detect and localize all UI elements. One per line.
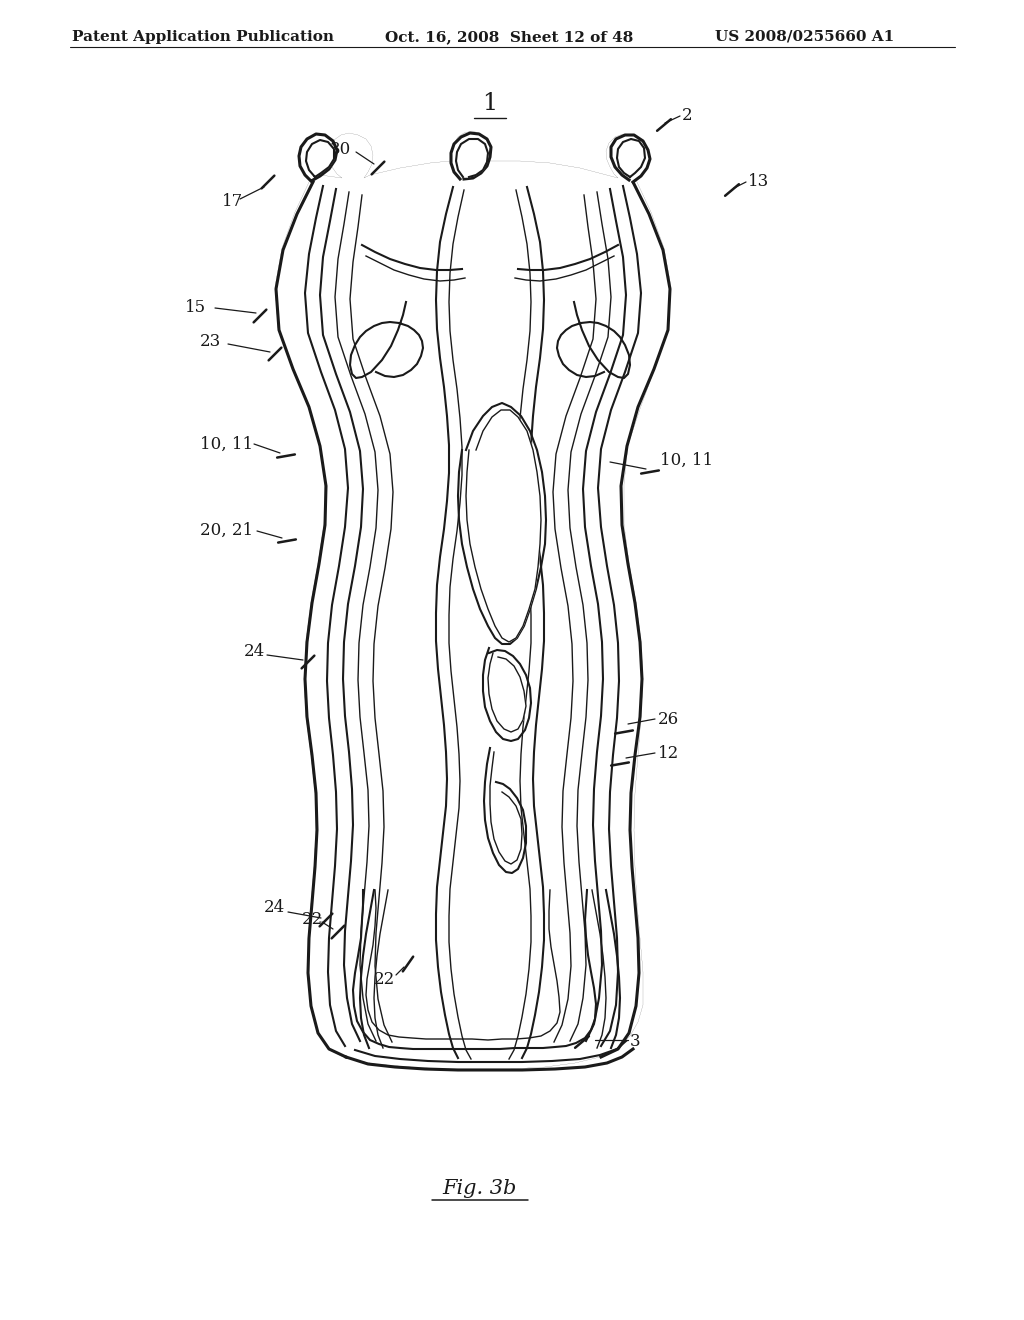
Text: 13: 13 [748,173,769,190]
Text: 10, 11: 10, 11 [660,451,713,469]
Text: 22: 22 [374,972,395,989]
Text: 3: 3 [630,1034,641,1051]
Polygon shape [275,131,671,1069]
Text: 24: 24 [244,644,265,660]
Polygon shape [306,140,334,177]
Polygon shape [488,653,526,733]
Text: 2: 2 [682,107,692,124]
Text: 22: 22 [302,912,324,928]
Text: 20, 21: 20, 21 [200,521,253,539]
Polygon shape [458,403,546,644]
Polygon shape [466,411,541,642]
Text: 1: 1 [482,92,498,115]
Text: 24: 24 [264,899,286,916]
Text: Patent Application Publication: Patent Application Publication [72,30,334,44]
Text: 12: 12 [658,746,679,763]
Polygon shape [456,139,488,177]
Text: 10, 11: 10, 11 [200,436,253,453]
Text: 30: 30 [330,141,351,158]
Polygon shape [299,135,337,182]
Text: 15: 15 [185,300,206,317]
Polygon shape [611,135,650,182]
Text: 17: 17 [222,194,244,210]
Text: Oct. 16, 2008  Sheet 12 of 48: Oct. 16, 2008 Sheet 12 of 48 [385,30,634,44]
Polygon shape [451,133,490,180]
Text: 23: 23 [200,334,221,351]
Text: Fig. 3b: Fig. 3b [442,1179,517,1199]
Text: US 2008/0255660 A1: US 2008/0255660 A1 [715,30,894,44]
Polygon shape [483,648,531,741]
Text: 26: 26 [658,711,679,729]
Polygon shape [617,139,645,177]
